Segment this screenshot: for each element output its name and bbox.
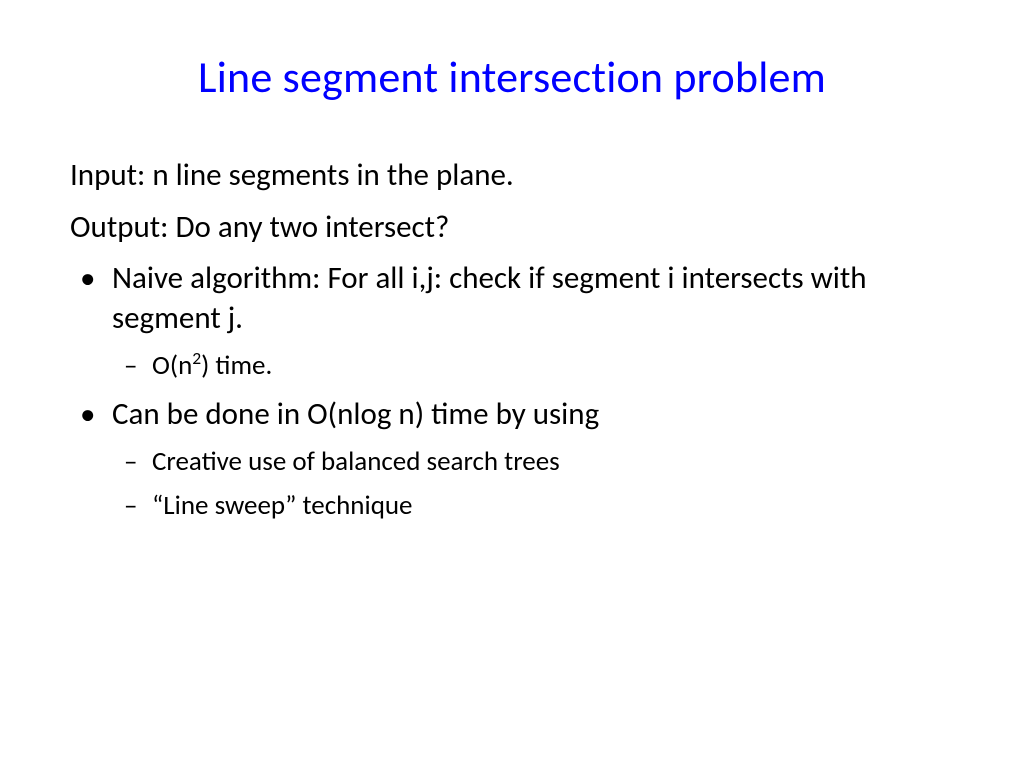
output-line: Output: Do any two intersect? [70,208,954,248]
sub-bullet-complexity: O(n2) time. [112,349,954,384]
input-line: Input: n line segments in the plane. [70,156,954,196]
complexity-exponent: 2 [192,347,201,369]
bullet-naive: Naive algorithm: For all i,j: check if s… [70,259,954,383]
bullet-list: Naive algorithm: For all i,j: check if s… [70,259,954,524]
slide-title: Line segment intersection problem [70,50,954,104]
slide-body: Input: n line segments in the plane. Out… [70,156,954,524]
complexity-prefix: O(n [152,349,192,382]
slide: Line segment intersection problem Input:… [0,0,1024,768]
sub-list: Creative use of balanced search trees “L… [112,445,954,524]
sub-list: O(n2) time. [112,349,954,384]
bullet-text: Naive algorithm: For all i,j: check if s… [112,259,867,337]
sub-bullet-trees: Creative use of balanced search trees [112,445,954,480]
bullet-nlogn: Can be done in O(nlog n) time by using C… [70,395,954,524]
sub-bullet-sweep: “Line sweep” technique [112,489,954,524]
bullet-text: Can be done in O(nlog n) time by using [112,395,599,433]
complexity-suffix: ) time. [201,349,272,382]
